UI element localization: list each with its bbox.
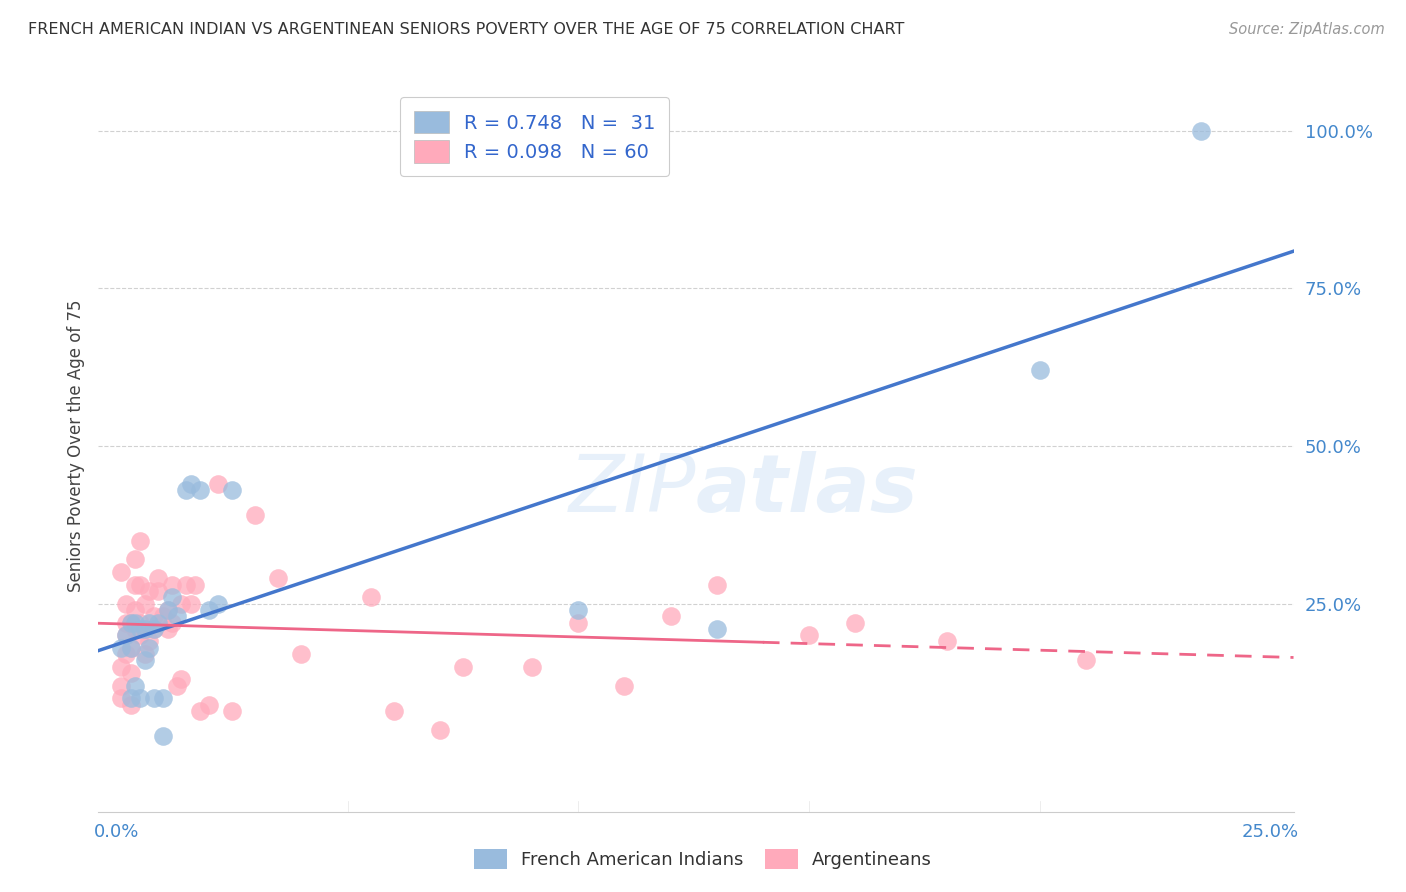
Point bbox=[180, 476, 202, 491]
Point bbox=[207, 476, 229, 491]
Point bbox=[207, 597, 229, 611]
Point bbox=[134, 622, 156, 636]
Point bbox=[110, 640, 132, 655]
Point bbox=[110, 565, 132, 579]
Point bbox=[148, 615, 170, 630]
Point bbox=[613, 679, 636, 693]
Point bbox=[129, 615, 152, 630]
Point bbox=[124, 679, 146, 693]
Point bbox=[166, 679, 188, 693]
Point bbox=[142, 691, 165, 706]
Point bbox=[138, 584, 160, 599]
Point bbox=[152, 691, 174, 706]
Point bbox=[110, 691, 132, 706]
Point bbox=[245, 508, 267, 523]
Point bbox=[129, 628, 152, 642]
Point bbox=[124, 578, 146, 592]
Point bbox=[115, 647, 138, 661]
Point bbox=[1189, 124, 1212, 138]
Point bbox=[120, 615, 142, 630]
Point bbox=[120, 640, 142, 655]
Point bbox=[198, 603, 221, 617]
Point bbox=[120, 698, 142, 712]
Point bbox=[198, 698, 221, 712]
Legend: R = 0.748   N =  31, R = 0.098   N = 60: R = 0.748 N = 31, R = 0.098 N = 60 bbox=[401, 97, 669, 177]
Point bbox=[429, 723, 451, 737]
Point bbox=[844, 615, 866, 630]
Point bbox=[706, 622, 728, 636]
Point bbox=[166, 609, 188, 624]
Point bbox=[129, 533, 152, 548]
Text: ZIP: ZIP bbox=[568, 450, 696, 529]
Point bbox=[134, 653, 156, 667]
Point bbox=[115, 628, 138, 642]
Point bbox=[162, 615, 184, 630]
Point bbox=[142, 609, 165, 624]
Point bbox=[290, 647, 312, 661]
Point bbox=[659, 609, 682, 624]
Point bbox=[138, 640, 160, 655]
Point bbox=[451, 659, 474, 673]
Point bbox=[162, 591, 184, 605]
Point bbox=[180, 597, 202, 611]
Point bbox=[124, 603, 146, 617]
Point bbox=[221, 483, 243, 497]
Point bbox=[134, 647, 156, 661]
Point bbox=[120, 665, 142, 680]
Point bbox=[162, 578, 184, 592]
Point bbox=[134, 622, 156, 636]
Point bbox=[152, 609, 174, 624]
Point bbox=[188, 483, 211, 497]
Point bbox=[134, 597, 156, 611]
Point bbox=[267, 571, 290, 585]
Legend: French American Indians, Argentineans: French American Indians, Argentineans bbox=[465, 839, 941, 879]
Point bbox=[124, 615, 146, 630]
Point bbox=[221, 704, 243, 718]
Point bbox=[129, 691, 152, 706]
Point bbox=[1074, 653, 1097, 667]
Point bbox=[184, 578, 207, 592]
Point bbox=[129, 622, 152, 636]
Point bbox=[797, 628, 820, 642]
Point bbox=[120, 691, 142, 706]
Point bbox=[120, 615, 142, 630]
Point bbox=[170, 673, 193, 687]
Point bbox=[115, 615, 138, 630]
Text: Source: ZipAtlas.com: Source: ZipAtlas.com bbox=[1229, 22, 1385, 37]
Point bbox=[1028, 363, 1050, 377]
Point bbox=[142, 622, 165, 636]
Point bbox=[124, 622, 146, 636]
Point bbox=[174, 483, 197, 497]
Point bbox=[706, 578, 728, 592]
Point bbox=[142, 622, 165, 636]
Point bbox=[110, 679, 132, 693]
Text: FRENCH AMERICAN INDIAN VS ARGENTINEAN SENIORS POVERTY OVER THE AGE OF 75 CORRELA: FRENCH AMERICAN INDIAN VS ARGENTINEAN SE… bbox=[28, 22, 904, 37]
Point bbox=[520, 659, 543, 673]
Point bbox=[110, 659, 132, 673]
Point bbox=[156, 603, 179, 617]
Point bbox=[138, 615, 160, 630]
Point bbox=[148, 584, 170, 599]
Point bbox=[174, 578, 197, 592]
Point bbox=[138, 634, 160, 648]
Point bbox=[129, 578, 152, 592]
Text: atlas: atlas bbox=[696, 450, 918, 529]
Point bbox=[170, 597, 193, 611]
Point bbox=[936, 634, 959, 648]
Point bbox=[152, 729, 174, 743]
Y-axis label: Seniors Poverty Over the Age of 75: Seniors Poverty Over the Age of 75 bbox=[66, 300, 84, 592]
Point bbox=[115, 597, 138, 611]
Point bbox=[115, 628, 138, 642]
Point bbox=[567, 603, 589, 617]
Point bbox=[360, 591, 382, 605]
Point bbox=[156, 603, 179, 617]
Point bbox=[567, 615, 589, 630]
Point bbox=[156, 622, 179, 636]
Point bbox=[120, 640, 142, 655]
Point bbox=[188, 704, 211, 718]
Point bbox=[382, 704, 405, 718]
Point bbox=[148, 571, 170, 585]
Point bbox=[124, 552, 146, 566]
